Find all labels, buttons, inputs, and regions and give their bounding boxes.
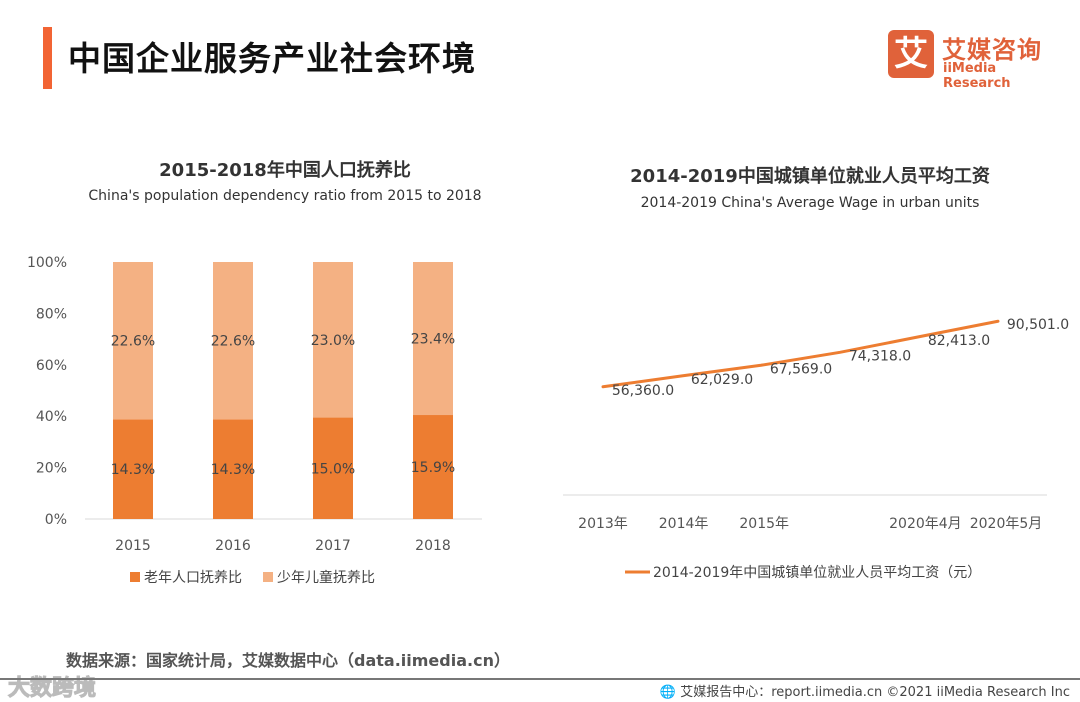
data-label: 22.6% [211,334,255,350]
legend-swatch [263,572,273,582]
logo-mark: 艾 [888,30,934,78]
x-tick-label: 2020年5月 [970,516,1043,532]
legend-label: 2014-2019年中国城镇单位就业人员平均工资（元） [653,565,981,581]
data-label: 15.0% [311,461,355,477]
y-tick-label: 40% [36,409,67,425]
logo-chinese-name: 艾媒咨询 [942,36,1042,64]
data-label: 56,360.0 [612,383,674,399]
y-tick-label: 20% [36,461,67,477]
bar-youth-2018 [413,262,453,416]
bar-old-age-2017 [313,417,353,519]
x-tick-label: 2014年 [659,516,709,532]
legend-label: 少年儿童抚养比 [277,569,375,586]
data-source: 数据来源：国家统计局，艾媒数据中心（data.iimedia.cn） [66,651,510,670]
bar-old-age-2016 [213,419,253,519]
x-tick-label: 2013年 [578,516,628,532]
bar-youth-2015 [113,262,153,420]
left-chart-title: 2015-2018年中国人口抚养比 [159,160,411,181]
y-tick-label: 80% [36,306,67,322]
y-tick-label: 60% [36,358,67,374]
watermark: 大数跨境 [7,676,97,702]
y-tick-label: 100% [27,255,67,271]
legend-swatch [130,572,140,582]
data-label: 74,318.0 [849,348,911,364]
data-label: 22.6% [111,334,155,350]
bar-youth-2016 [213,262,253,420]
data-label: 82,413.0 [928,333,990,349]
data-label: 67,569.0 [770,361,832,377]
wage-line [601,319,1000,389]
footer-text: 艾媒报告中心：report.iimedia.cn ©2021 iiMedia R… [680,685,1070,700]
x-tick-label: 2020年4月 [889,516,962,532]
data-label: 90,501.0 [1007,317,1069,333]
footer: 🌐 艾媒报告中心：report.iimedia.cn ©2021 iiMedia… [660,681,1070,700]
x-tick-label: 2015年 [739,516,789,532]
logo-english-name: iiMedia Research [943,61,1011,91]
data-label: 23.0% [311,333,355,349]
page-title: 中国企业服务产业社会环境 [68,39,476,78]
y-tick-label: 0% [45,512,67,528]
legend-label: 老年人口抚养比 [144,570,242,586]
data-label: 14.3% [211,462,255,478]
title-accent-bar [43,27,52,89]
bar-old-age-2015 [113,419,153,519]
x-tick-label: 2018 [415,538,451,554]
x-tick-label: 2015 [115,538,151,554]
bar-old-age-2018 [413,415,453,519]
x-tick-label: 2016 [215,538,251,554]
left-chart-subtitle: China's population dependency ratio from… [88,188,482,204]
data-label: 15.9% [411,460,455,476]
data-label: 14.3% [111,462,155,478]
bar-youth-2017 [313,262,353,418]
footer-divider [0,678,1080,680]
right-chart-subtitle: 2014-2019 China's Average Wage in urban … [640,195,980,211]
right-chart-title: 2014-2019中国城镇单位就业人员平均工资 [630,166,990,187]
data-label: 23.4% [411,332,455,348]
globe-icon: 🌐 [659,685,677,700]
brand-logo: 艾 艾媒咨询 iiMedia Research [888,30,1068,91]
data-label: 62,029.0 [691,372,753,388]
x-tick-label: 2017 [315,538,351,554]
